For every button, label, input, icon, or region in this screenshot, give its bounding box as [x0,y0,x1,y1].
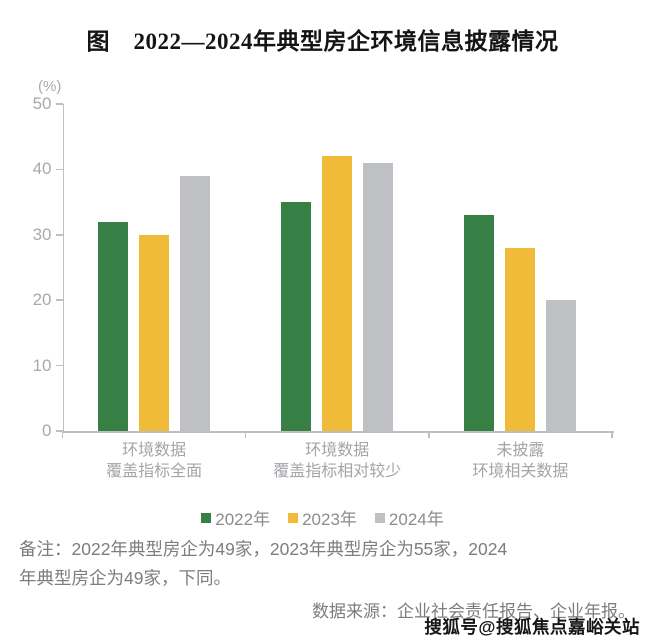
bar-group-2 [246,104,429,431]
y-tick-mark [55,299,63,301]
y-axis-line [62,104,64,431]
legend: 2022年 2023年 2024年 [0,505,645,530]
bar-series1-group1 [98,221,129,431]
legend-item-3: 2024年 [374,505,444,530]
x-category-label-line: 覆盖指标相对较少 [273,463,402,480]
x-category-label-line: 环境相关数据 [472,463,569,480]
bar-series3-group1 [180,175,211,431]
legend-label: 2023年 [302,510,357,529]
x-category-label-line: 环境数据 [305,442,370,459]
note-line-1: 备注：2022年典型房企为49家，2023年典型房企为55家，2024 [19,539,508,559]
bar-series3-group2 [363,162,394,431]
y-tick-mark [55,168,63,171]
chart-title: 图 2022—2024年典型房企环境信息披露情况 [86,29,559,54]
x-axis-line [62,431,614,433]
y-axis-unit-label: (%) [38,78,62,95]
legend-item-1: 2022年 [201,505,270,530]
legend-swatch-icon [201,512,212,523]
x-category-label-3: 未披露 环境相关数据 [429,440,612,482]
legend-label: 2024年 [388,510,444,529]
x-category-label-1: 环境数据覆盖指标全面 [63,440,246,482]
watermark: 搜狐号@搜狐焦点嘉峪关站 [424,617,640,637]
bar-group-1 [63,104,246,431]
bar-series3-group3 [546,300,577,431]
y-tick-label: 40 [32,159,52,179]
x-category-label-line: 未披露 [496,442,545,459]
x-tick-mark [611,431,613,438]
x-tick-mark [244,431,247,438]
x-tick-mark [61,431,64,438]
bar-series2-group1 [139,234,170,431]
y-tick-mark [55,234,63,236]
legend-swatch-icon [374,512,385,523]
bar-group-3 [429,104,612,431]
note-line-2: 年典型房企为49家，下同。 [19,568,231,588]
bar-series2-group2 [322,156,353,431]
x-tick-mark [428,431,430,438]
bar-series2-group3 [505,247,536,431]
bar-series1-group2 [281,202,312,431]
y-tick-label: 30 [32,224,52,244]
y-tick-mark [55,430,63,432]
legend-swatch-icon [288,512,299,523]
y-tick-label: 10 [32,355,52,375]
y-tick-mark [55,103,63,105]
data-source-line: 数据来源：企业社会责任报告、企业年报。 [312,602,635,621]
y-tick-label: 20 [32,290,52,310]
legend-item-2: 2023年 [288,505,357,530]
y-tick-label: 0 [42,421,52,440]
legend-label: 2022年 [215,510,271,529]
x-category-label-line: 覆盖指标全面 [106,463,203,480]
y-tick-mark [55,364,63,367]
y-tick-label: 50 [32,94,52,113]
x-category-label-line: 环境数据 [122,442,187,459]
x-category-label-2: 环境数据覆盖指标相对较少 [246,440,429,482]
note-block: 备注：2022年典型房企为49家，2023年典型房企为55家，2024 年典型房… [19,535,634,593]
bar-series1-group3 [464,215,495,431]
